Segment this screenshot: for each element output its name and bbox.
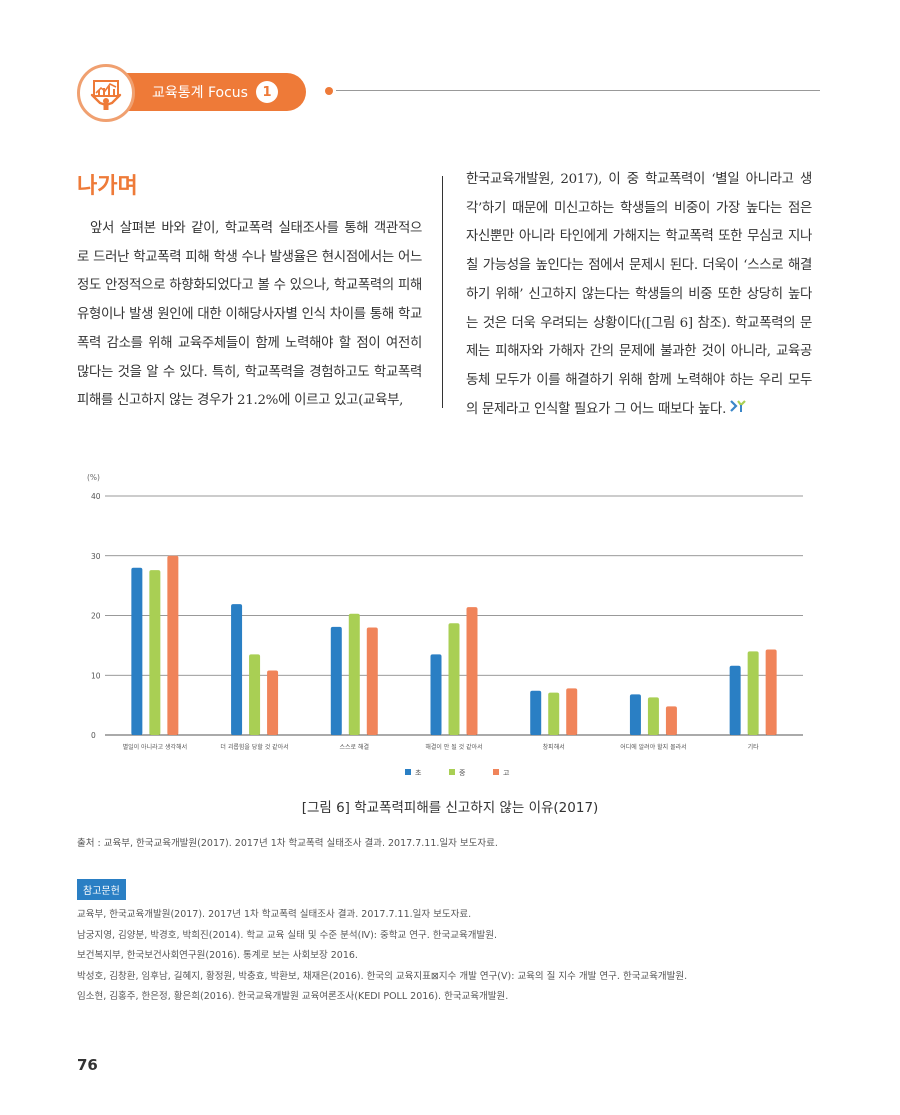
header-logo [77,64,135,122]
x-tick-label: 기타 [748,743,760,751]
legend-label: 고 [503,769,510,777]
reference-item: 임소현, 김홍주, 한은정, 황은희(2016). 한국교육개발원 교육여론조사… [77,991,509,1002]
y-tick-label: 20 [91,612,101,621]
reference-item: 교육부, 한국교육개발원(2017). 2017년 1차 학교폭력 실태조사 결… [77,909,472,920]
header-banner: 교육통계 Focus 1 [116,73,306,111]
body-text-right: 한국교육개발원, 2017), 이 중 학교폭력이 ‘별일 아니라고 생각’하기… [466,166,812,424]
y-tick-label: 40 [91,492,101,501]
header-rule [336,90,820,91]
bar-고 [765,649,777,735]
bar-초 [330,626,342,735]
bar-고 [566,688,578,735]
column-divider [442,176,443,408]
header-label: 교육통계 Focus [152,85,248,101]
source-note: 출처 : 교육부, 한국교육개발원(2017). 2017년 1차 학교폭력 실… [77,838,498,849]
bar-중 [747,651,759,735]
bar-중 [548,692,560,735]
bar-고 [466,607,478,735]
chart-title: [그림 6] 학교폭력피해를 신고하지 않는 이유(2017) [301,800,599,816]
body-text-left: 앞서 살펴본 바와 같이, 학교폭력 실태조사를 통해 객관적으로 드러난 학교… [77,221,422,409]
legend-swatch [405,769,411,775]
bar-중 [149,570,161,735]
reference-item: 남궁지영, 김양분, 박경호, 박희진(2014). 학교 교육 실태 및 수준… [77,929,497,941]
bar-초 [430,654,442,735]
y-tick-label: 30 [91,552,101,561]
reference-item: 박성호, 김창환, 임후남, 길혜지, 황정원, 박충효, 박환보, 채재은(2… [77,970,688,982]
legend-label: 중 [459,769,466,777]
bar-중 [348,613,360,735]
bar-고 [167,555,179,735]
bar-고 [665,706,677,735]
y-axis-label: (%) [87,473,100,482]
references-list: 교육부, 한국교육개발원(2017). 2017년 1차 학교폭력 실태조사 결… [77,905,857,1008]
x-tick-label: 더 괴롭힘을 당할 것 같아서 [220,743,288,751]
bar-초 [231,604,243,735]
legend-label: 초 [415,769,422,777]
bar-초 [729,665,741,735]
header-number-badge: 1 [255,81,278,103]
bar-중 [647,697,659,735]
page-number: 76 [77,1056,98,1074]
bar-초 [530,690,542,735]
legend-swatch [493,769,499,775]
bar-초 [131,567,143,735]
body-text-right-content: 한국교육개발원, 2017), 이 중 학교폭력이 ‘별일 아니라고 생각’하기… [466,172,812,417]
bar-중 [448,623,460,735]
x-tick-label: 별일이 아니라고 생각해서 [123,743,188,751]
reference-item: 보건복지부, 한국보건사회연구원(2016). 통계로 보는 사회보장 2016… [77,950,358,961]
header-dot [325,87,333,95]
bar-고 [366,627,378,735]
x-tick-label: 해결이 안 될 것 같아서 [425,743,482,751]
y-tick-label: 10 [91,671,101,680]
x-tick-label: 어디에 알려야 할지 몰라서 [620,743,686,751]
x-tick-label: 창피해서 [543,743,565,751]
bar-chart: (%) 0 10 20 30 40 별일이 아니라고 생각해서 더 괴롭힘을 당할 것 같아서… [87,473,803,777]
bar-중 [249,654,261,735]
bar-초 [629,694,641,735]
chart-person-icon [90,80,122,110]
x-tick-label: 스스로 해결 [340,743,370,751]
references-label: 참고문헌 [77,879,126,900]
bar-고 [267,670,279,735]
legend-swatch [449,769,455,775]
section-title: 나가며 [77,174,138,199]
y-tick-label: 0 [91,731,96,740]
kedi-logo-icon [730,396,746,425]
